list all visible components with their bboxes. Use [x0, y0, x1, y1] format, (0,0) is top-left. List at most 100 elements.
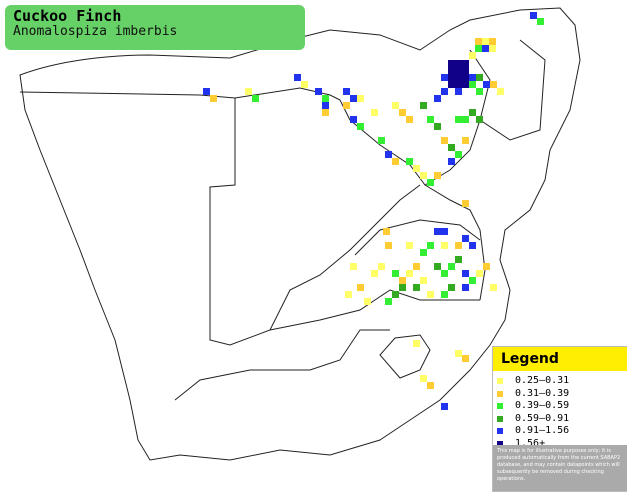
grid-square — [434, 172, 441, 179]
grid-square — [385, 151, 392, 158]
grid-square — [489, 45, 496, 52]
legend-label: 0.91–1.56 — [515, 425, 570, 436]
grid-square — [483, 81, 490, 88]
grid-square — [434, 263, 441, 270]
grid-square — [469, 109, 476, 116]
legend-label: 0.39–0.59 — [515, 400, 570, 411]
grid-square — [350, 116, 357, 123]
grid-square — [476, 116, 483, 123]
grid-square — [210, 95, 217, 102]
grid-square — [434, 95, 441, 102]
grid-square — [462, 67, 469, 74]
legend: Legend 0.25–0.31 0.31–0.39 0.39–0.59 0.59–0… — [492, 346, 627, 492]
grid-square — [343, 102, 350, 109]
grid-square — [383, 228, 390, 235]
grid-square — [455, 116, 462, 123]
grid-square — [385, 242, 392, 249]
grid-square — [371, 270, 378, 277]
grid-square — [455, 67, 462, 74]
grid-square — [441, 88, 448, 95]
grid-square — [462, 116, 469, 123]
grid-square — [490, 284, 497, 291]
grid-square — [392, 102, 399, 109]
legend-label: 0.31–0.39 — [515, 387, 570, 399]
grid-square — [301, 81, 308, 88]
grid-square — [420, 277, 427, 284]
grid-square — [441, 242, 448, 249]
grid-square — [434, 123, 441, 130]
grid-square — [406, 242, 413, 249]
grid-square — [441, 228, 448, 235]
grid-square — [434, 228, 441, 235]
grid-square — [413, 284, 420, 291]
grid-square — [469, 81, 476, 88]
grid-square — [357, 95, 364, 102]
grid-square — [357, 123, 364, 130]
grid-square — [441, 291, 448, 298]
grid-square — [448, 158, 455, 165]
grid-square — [371, 109, 378, 116]
grid-square — [476, 270, 483, 277]
grid-square — [448, 74, 455, 81]
grid-square — [448, 60, 455, 67]
grid-square — [448, 263, 455, 270]
grid-square — [203, 88, 210, 95]
legend-item: 0.31–0.39 — [493, 388, 627, 401]
grid-square — [455, 74, 462, 81]
grid-square — [448, 284, 455, 291]
grid-square — [455, 88, 462, 95]
grid-square — [364, 298, 371, 305]
grid-square — [322, 95, 329, 102]
grid-square — [427, 116, 434, 123]
lesotho — [379, 334, 431, 379]
grid-square — [427, 242, 434, 249]
grid-square — [392, 158, 399, 165]
grid-square — [455, 256, 462, 263]
grid-square — [462, 235, 469, 242]
title-box: Cuckoo Finch Anomalospiza imberbis — [5, 5, 305, 50]
grid-square — [455, 242, 462, 249]
title: Cuckoo Finch — [13, 7, 122, 25]
grid-square — [406, 270, 413, 277]
grid-square — [245, 88, 252, 95]
grid-square — [420, 375, 427, 382]
grid-square — [427, 179, 434, 186]
grid-square — [343, 88, 350, 95]
subtitle: Anomalospiza imberbis — [13, 24, 178, 39]
grid-square — [462, 284, 469, 291]
grid-square — [322, 109, 329, 116]
grid-square — [462, 270, 469, 277]
grid-square — [399, 277, 406, 284]
grid-square — [482, 38, 489, 45]
grid-square — [322, 102, 329, 109]
grid-square — [399, 284, 406, 291]
grid-square — [420, 172, 427, 179]
coastline — [19, 7, 581, 461]
grid-square — [399, 109, 406, 116]
grid-square — [475, 45, 482, 52]
grid-square — [441, 403, 448, 410]
country-border — [479, 39, 546, 141]
grid-square — [497, 88, 504, 95]
legend-swatch — [497, 403, 503, 409]
grid-square — [489, 38, 496, 45]
grid-square — [448, 67, 455, 74]
country-border — [209, 98, 421, 346]
grid-square — [482, 45, 489, 52]
grid-square — [490, 81, 497, 88]
grid-square — [448, 144, 455, 151]
legend-item: 0.59–0.91 — [493, 413, 627, 426]
grid-square — [441, 137, 448, 144]
grid-square — [462, 200, 469, 207]
grid-square — [420, 249, 427, 256]
grid-square — [476, 74, 483, 81]
grid-square — [462, 60, 469, 67]
grid-square — [420, 102, 427, 109]
grid-square — [462, 81, 469, 88]
grid-square — [315, 88, 322, 95]
legend-item: 0.91–1.56 — [493, 425, 627, 438]
legend-swatch — [497, 428, 503, 434]
grid-square — [378, 137, 385, 144]
grid-square — [469, 52, 476, 59]
